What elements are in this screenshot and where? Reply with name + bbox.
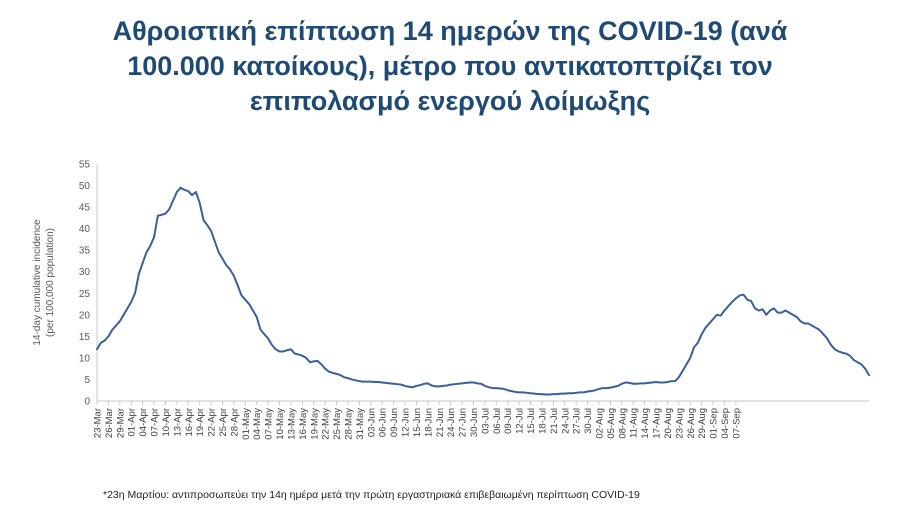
- x-tick-label: 18-Jul: [537, 408, 548, 434]
- x-tick-label: 03-Jun: [366, 408, 377, 437]
- y-tick-label: 40: [79, 224, 91, 235]
- x-tick-label: 17-Aug: [652, 408, 663, 439]
- x-tick-label: 29-Mar: [115, 408, 126, 438]
- series-line: [96, 186, 870, 396]
- x-tick-label: 22-Apr: [207, 408, 218, 437]
- y-tick-label: 25: [79, 289, 91, 300]
- x-tick-label: 30-Jul: [583, 408, 594, 434]
- x-tick-label: 28-Apr: [229, 408, 240, 437]
- x-tick-label: 07-May: [264, 408, 275, 440]
- x-tick-label: 28-May: [343, 408, 354, 440]
- y-tick-label: 55: [79, 160, 91, 171]
- chart-title-line: Αθροιστική επίπτωση 14 ημερών της COVID-…: [112, 16, 788, 46]
- x-tick-label: 01-Apr: [127, 408, 138, 437]
- x-tick-label: 07-Sep: [731, 408, 742, 439]
- y-tick-label: 10: [79, 353, 91, 364]
- x-tick-label: 01-May: [241, 408, 252, 440]
- x-tick-label: 20-Aug: [663, 408, 674, 439]
- x-tick-label: 25-May: [332, 408, 343, 440]
- x-tick-label: 19-Apr: [195, 408, 206, 437]
- x-tick-label: 29-Aug: [697, 408, 708, 439]
- x-tick-label: 31-May: [355, 408, 366, 440]
- x-tick-label: 04-Apr: [138, 408, 149, 437]
- x-tick-label: 01-Sep: [709, 408, 720, 439]
- x-tick-label: 09-Jun: [389, 408, 400, 437]
- x-tick-label: 19-May: [309, 408, 320, 440]
- x-tick-label: 04-Sep: [720, 408, 731, 439]
- x-tick-label: 30-Jun: [469, 408, 480, 437]
- y-tick-label: 5: [84, 375, 90, 386]
- x-tick-label: 27-Jun: [458, 408, 469, 437]
- x-tick-label: 15-Jun: [412, 408, 423, 437]
- y-axis-label: (per 100,000 population): [45, 228, 56, 337]
- x-tick-label: 23-Aug: [674, 408, 685, 439]
- x-tick-label: 10-Apr: [161, 408, 172, 437]
- x-tick-label: 12-Jul: [515, 408, 526, 434]
- y-tick-label: 30: [79, 267, 91, 278]
- y-tick-label: 50: [79, 181, 91, 192]
- x-tick-label: 03-Jul: [480, 408, 491, 434]
- x-tick-label: 06-Jun: [378, 408, 389, 437]
- y-tick-label: 35: [79, 246, 91, 257]
- chart-title-line: επιπολασμό ενεργού λοίμωξης: [249, 86, 651, 116]
- x-tick-label: 11-Aug: [629, 408, 640, 438]
- x-tick-label: 04-May: [252, 408, 263, 440]
- x-tick-label: 09-Jul: [503, 408, 514, 434]
- x-tick-label: 21-Jun: [435, 408, 446, 437]
- x-tick-label: 12-Jun: [401, 408, 412, 437]
- x-tick-label: 06-Jul: [492, 408, 503, 434]
- y-tick-label: 0: [84, 397, 90, 408]
- x-tick-label: 16-May: [298, 408, 309, 440]
- footnote: *23η Μαρτίου: αντιπροσωπεύει την 14η ημέ…: [103, 489, 640, 501]
- x-tick-label: 02-Aug: [594, 408, 605, 439]
- x-tick-label: 26-Mar: [104, 408, 115, 438]
- x-tick-label: 13-Apr: [172, 408, 183, 437]
- x-tick-label: 26-Aug: [686, 408, 697, 439]
- x-tick-label: 27-Jul: [572, 408, 583, 434]
- y-tick-label: 45: [79, 203, 91, 214]
- y-axis-label: 14-day cumulative incidence: [32, 219, 43, 346]
- x-tick-label: 24-Jun: [446, 408, 457, 437]
- x-tick-label: 05-Aug: [606, 408, 617, 439]
- x-tick-label: 25-Apr: [218, 408, 229, 437]
- x-tick-label: 10-May: [275, 408, 286, 440]
- x-tick-label: 18-Jun: [423, 408, 434, 437]
- x-tick-label: 07-Apr: [150, 408, 161, 437]
- x-tick-label: 16-Apr: [184, 408, 195, 437]
- chart-title-line: 100.000 κατοίκους), μέτρο που αντικατοπτ…: [127, 51, 773, 81]
- x-tick-label: 22-May: [321, 408, 332, 440]
- x-tick-label: 08-Aug: [617, 408, 628, 439]
- x-tick-label: 21-Jul: [549, 408, 560, 434]
- y-tick-label: 15: [79, 332, 91, 343]
- x-tick-label: 15-Jul: [526, 408, 537, 434]
- x-tick-label: 23-Mar: [93, 408, 104, 438]
- x-tick-label: 14-Aug: [640, 408, 651, 439]
- x-tick-label: 24-Jul: [560, 408, 571, 434]
- x-tick-label: 13-May: [286, 408, 297, 440]
- y-tick-label: 20: [79, 310, 91, 321]
- chart-title: Αθροιστική επίπτωση 14 ημερών της COVID-…: [40, 14, 860, 119]
